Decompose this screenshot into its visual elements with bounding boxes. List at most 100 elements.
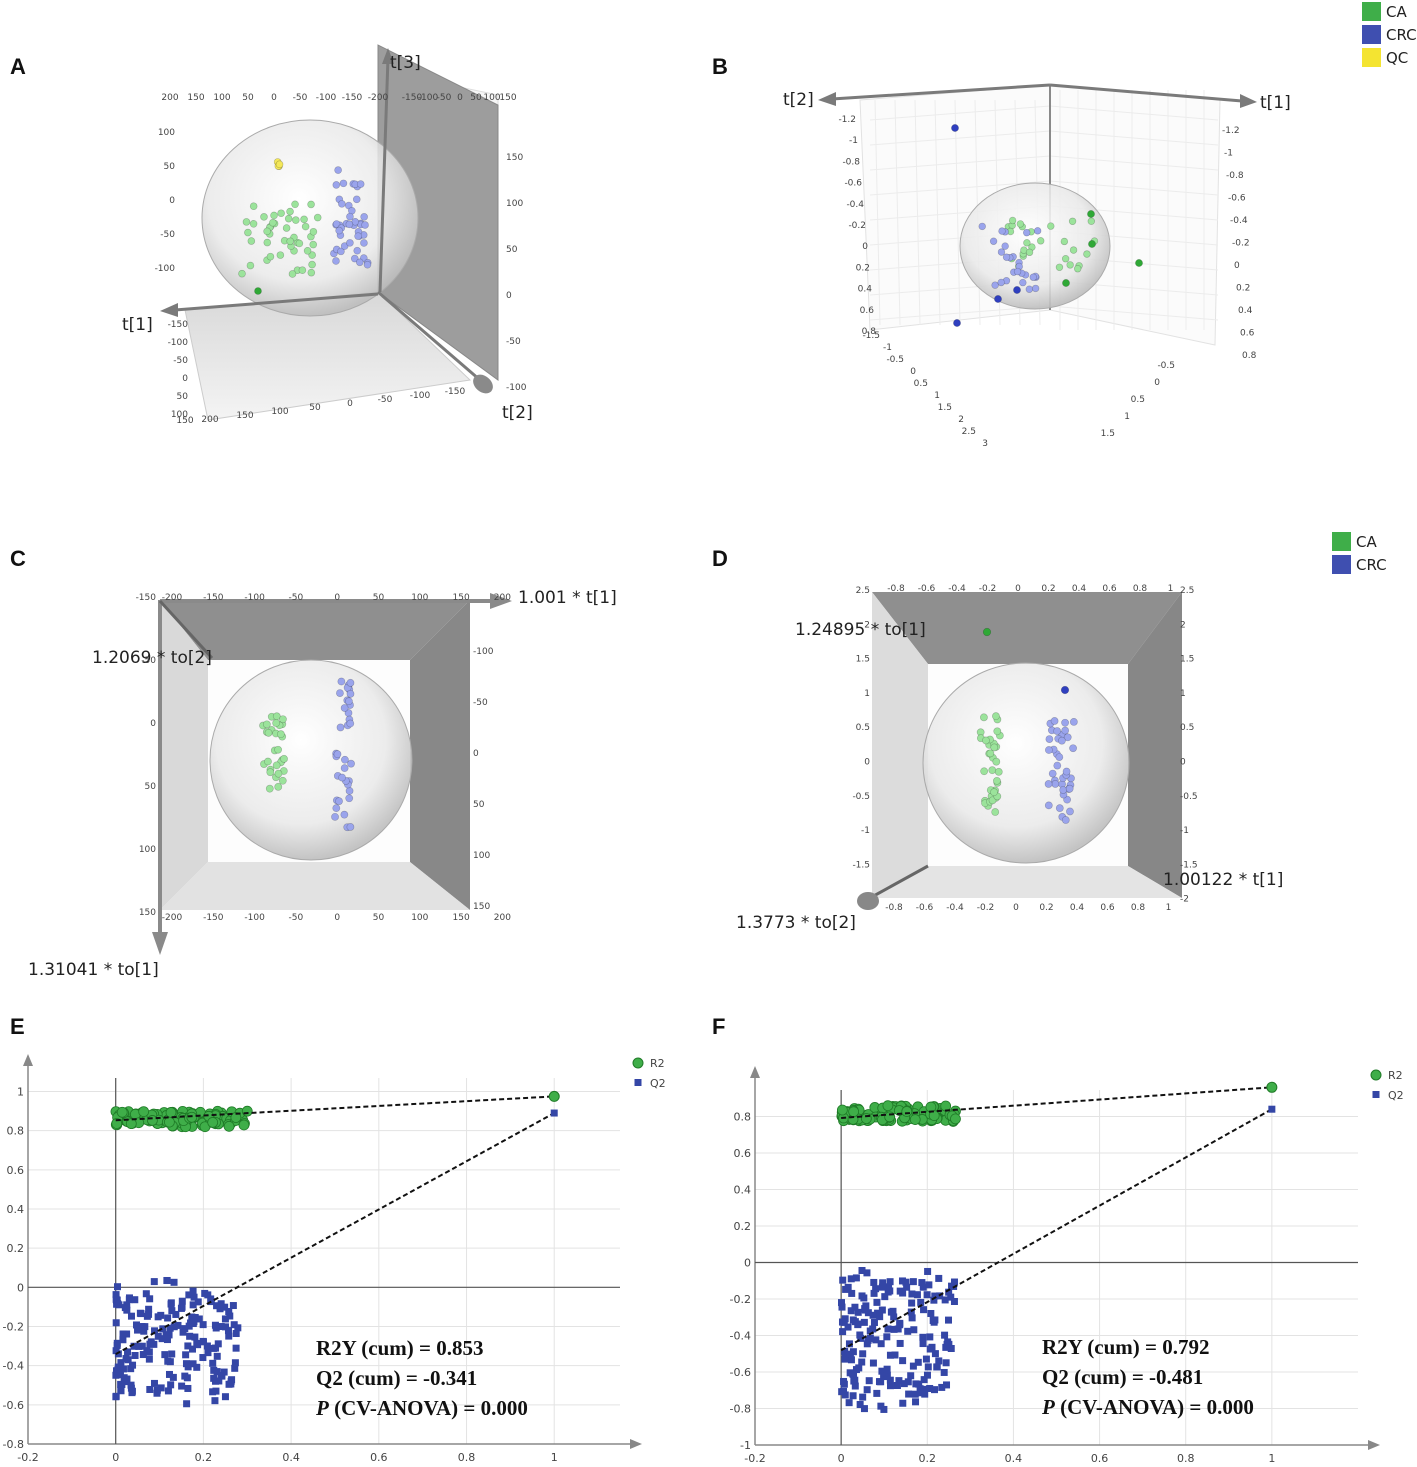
d-tick-left: -1.5 [852,860,870,870]
f-q2-point [859,1350,867,1358]
f-q2-point [865,1377,873,1385]
a-tick-left: 100 [171,410,188,420]
d-point-crc [1069,744,1077,753]
c-tick-top: 0 [334,593,340,603]
e-q2-point [181,1325,189,1333]
d-point-crc [1045,735,1054,744]
f-q2-point [880,1372,888,1380]
e-y-arrow [23,1054,33,1066]
f-q2-point [947,1293,955,1301]
d-tick-bottom: -0.2 [977,903,995,913]
b-tick-left: -0.8 [842,157,860,167]
a-point-crc [339,179,348,188]
a-point-ca [242,218,251,226]
e-r2-point [230,1112,242,1123]
a-point-crc [335,226,343,235]
f-q2-point [863,1386,871,1394]
b-tick-right: 0.8 [1242,351,1257,361]
f-q2-point [947,1344,955,1352]
a-tick-bottom: 0 [347,399,353,409]
legend-mid: CA CRC [1332,530,1387,576]
legend-item-ca: CA [1362,0,1417,23]
f-q2-point [852,1274,860,1282]
f-q2-point [861,1306,869,1314]
b-point-crc [978,222,986,231]
f-x-tick: 0.8 [1177,1452,1195,1465]
b-point-crc [1019,278,1027,287]
e-q2-point [218,1372,226,1380]
a-tick-right: 0 [506,291,512,301]
b-point-crc [994,295,1002,303]
f-q2-point [904,1378,912,1386]
f-y-tick: -1 [740,1439,751,1452]
c-tick-bottom: -100 [244,913,265,923]
b-tick-bottom-left: 0 [910,367,916,377]
f-q2-point [913,1291,921,1299]
legend-item-qc: QC [1362,46,1417,69]
a-point-ca [307,268,316,277]
e-q2-point [182,1351,190,1359]
e-q2-point [221,1315,229,1323]
panel-e-plot: -0.2 0 0.2 0.4 0.6 0.8 1 -0.8 -0.6 -0.4 -0.2 0 0.2 0.… [3,1054,666,1464]
e-q2-point [139,1351,147,1359]
e-q2-point [185,1291,193,1299]
legend-swatch [1332,555,1351,574]
legend-top: CA CRC QC [1362,0,1417,69]
a-tick-top: 0 [457,93,463,103]
d-points [976,627,1078,824]
legend-item-ca: CA [1332,530,1387,553]
f-q2-point [859,1393,867,1401]
b-tick-right: 0.6 [1240,329,1255,339]
a-tick-top: -100 [418,93,439,103]
c-tick-right: 0 [473,749,479,759]
c-tick-top: -100 [244,593,265,603]
f-q2-point [884,1325,892,1333]
e-r2-point [223,1120,235,1132]
f-q2-point [931,1292,939,1300]
e-q2-point [221,1393,229,1401]
a-tick-left: 0 [182,374,188,384]
f-q2-point [887,1308,895,1316]
d-point-crc [1050,717,1059,725]
b-grid-line [869,155,1051,171]
f-q2-point [860,1294,868,1302]
f-y-tick: -0.2 [730,1293,751,1306]
f-r2-point [950,1113,961,1125]
c-point-crc [336,689,344,697]
e-x-tick: 1 [551,1451,558,1464]
d-tick-bottom: -0.4 [946,903,964,913]
e-q2-point [166,1324,174,1332]
b-point-ca [1062,279,1070,287]
d-tick-right: -1 [1180,826,1189,836]
a-point-ca [313,213,322,222]
e-q2-point [199,1321,207,1329]
f-q2-point [908,1290,916,1298]
d-tick-right: 0 [1180,758,1186,768]
f-q2-point [950,1278,958,1286]
e-q2-point [224,1327,232,1335]
d-point-crc [1069,717,1078,726]
f-q2-point [914,1358,922,1366]
d-left-wall [872,592,928,898]
f-legend-r2-label: R2 [1388,1069,1403,1082]
d-point-crc [1061,718,1069,727]
e-q2-point [146,1295,154,1303]
f-q2-point [905,1390,913,1398]
e-q2-point [140,1327,148,1335]
e-q2-point [190,1293,198,1301]
f-q2-point [945,1288,953,1296]
a-tick-left: 50 [177,392,189,402]
e-q2-point [231,1364,239,1372]
b-tick-labels: -1.2 -1 -0.8 -0.6 -0.4 -0.2 0 0.2 0.4 0.6 0.8 -1.2 -… [838,115,1256,449]
e-q2-point [164,1387,172,1395]
d-label-c: 1.3773 * to[2] [736,913,856,933]
f-y-tick: 0.2 [734,1220,752,1233]
c-point-crc [346,823,355,831]
d-tick-top: 1 [1168,584,1174,594]
f-q2-point [880,1405,888,1413]
f-q2-point [844,1323,852,1331]
d-point-ca [980,713,988,722]
f-q2-point [943,1381,951,1389]
a-tick-top: -150 [342,93,363,103]
e-q2-point [120,1374,128,1382]
